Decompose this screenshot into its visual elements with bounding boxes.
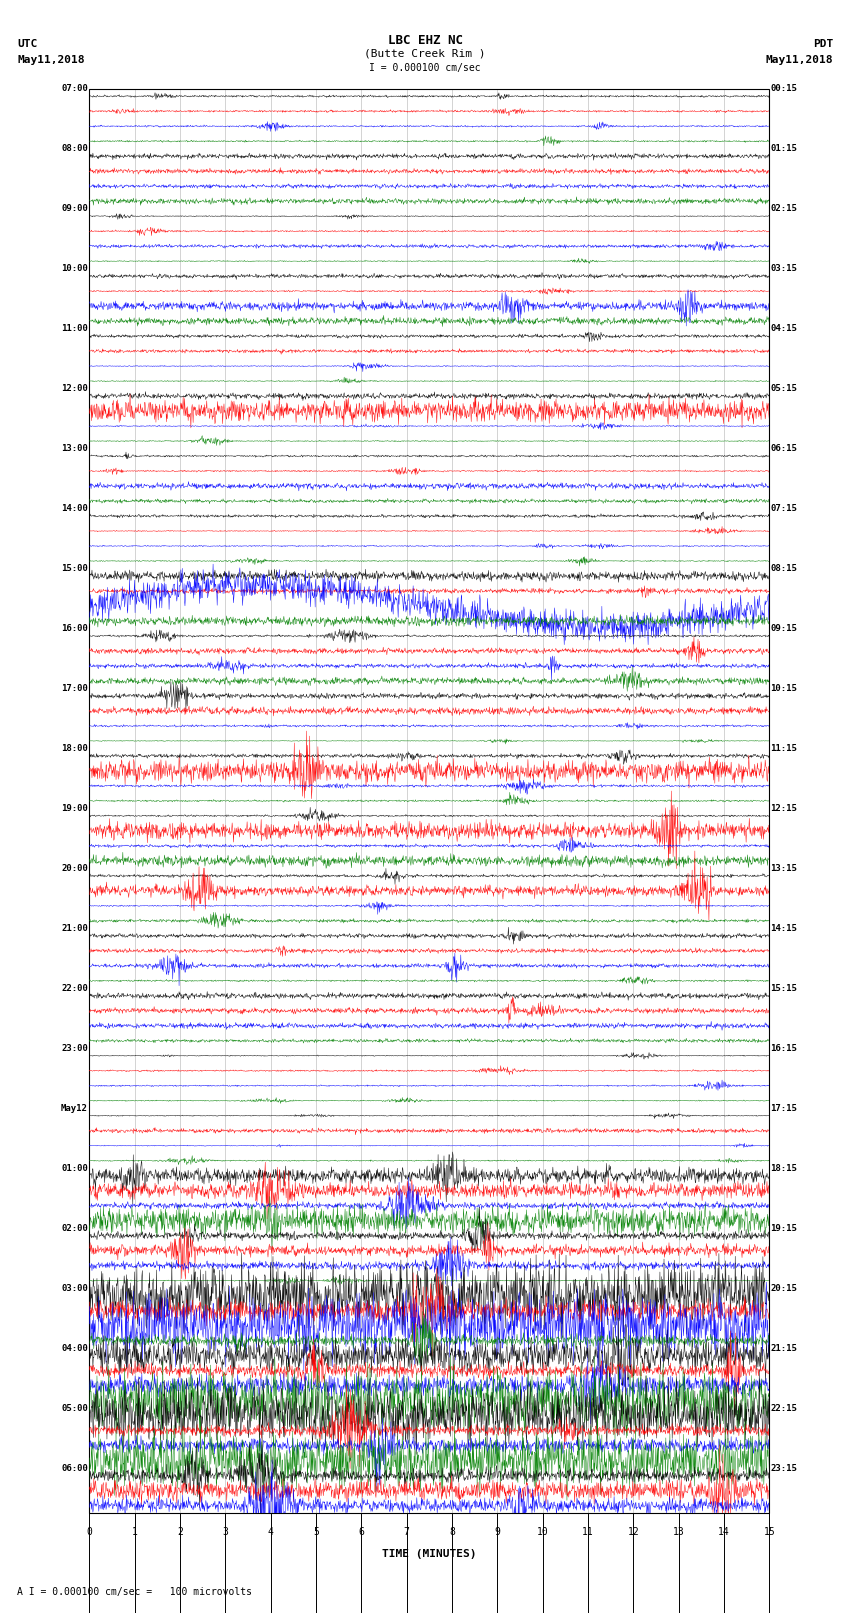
Text: 2: 2 xyxy=(177,1528,183,1537)
Text: 19:15: 19:15 xyxy=(771,1224,797,1232)
Text: May11,2018: May11,2018 xyxy=(17,55,84,65)
Text: 21:15: 21:15 xyxy=(771,1344,797,1353)
Text: 21:00: 21:00 xyxy=(61,924,88,932)
Text: 0: 0 xyxy=(87,1528,92,1537)
Text: 15:00: 15:00 xyxy=(61,565,88,573)
Text: 10:00: 10:00 xyxy=(61,265,88,273)
Text: 13:00: 13:00 xyxy=(61,444,88,453)
Text: 07:15: 07:15 xyxy=(771,503,797,513)
Text: 10:15: 10:15 xyxy=(771,684,797,694)
Text: 11: 11 xyxy=(582,1528,594,1537)
Text: 08:00: 08:00 xyxy=(61,144,88,153)
Text: LBC EHZ NC: LBC EHZ NC xyxy=(388,34,462,47)
Text: 18:00: 18:00 xyxy=(61,744,88,753)
Text: UTC: UTC xyxy=(17,39,37,48)
Text: 04:00: 04:00 xyxy=(61,1344,88,1353)
Text: (Butte Creek Rim ): (Butte Creek Rim ) xyxy=(365,48,485,58)
Bar xyxy=(89,89,769,1513)
Text: PDT: PDT xyxy=(813,39,833,48)
Text: 13: 13 xyxy=(672,1528,684,1537)
Text: 23:00: 23:00 xyxy=(61,1044,88,1053)
Text: 02:00: 02:00 xyxy=(61,1224,88,1232)
Text: 14:15: 14:15 xyxy=(771,924,797,932)
Text: 08:15: 08:15 xyxy=(771,565,797,573)
Text: 02:15: 02:15 xyxy=(771,205,797,213)
Text: 05:15: 05:15 xyxy=(771,384,797,394)
Text: 01:15: 01:15 xyxy=(771,144,797,153)
Text: 17:15: 17:15 xyxy=(771,1103,797,1113)
Text: 06:00: 06:00 xyxy=(61,1463,88,1473)
Text: 00:15: 00:15 xyxy=(771,84,797,94)
Text: 20:15: 20:15 xyxy=(771,1284,797,1292)
Text: 09:15: 09:15 xyxy=(771,624,797,632)
Text: 03:00: 03:00 xyxy=(61,1284,88,1292)
Text: 11:00: 11:00 xyxy=(61,324,88,334)
Text: 05:00: 05:00 xyxy=(61,1403,88,1413)
Text: 03:15: 03:15 xyxy=(771,265,797,273)
Text: 22:00: 22:00 xyxy=(61,984,88,992)
Text: 9: 9 xyxy=(495,1528,500,1537)
Text: 10: 10 xyxy=(536,1528,548,1537)
Text: 16:00: 16:00 xyxy=(61,624,88,632)
Text: 20:00: 20:00 xyxy=(61,865,88,873)
Text: May12: May12 xyxy=(61,1103,88,1113)
Text: 19:00: 19:00 xyxy=(61,803,88,813)
Text: 12:15: 12:15 xyxy=(771,803,797,813)
Text: 15:15: 15:15 xyxy=(771,984,797,992)
Text: 6: 6 xyxy=(359,1528,364,1537)
Text: 4: 4 xyxy=(268,1528,274,1537)
Text: 5: 5 xyxy=(313,1528,319,1537)
Text: 1: 1 xyxy=(132,1528,138,1537)
Text: TIME (MINUTES): TIME (MINUTES) xyxy=(382,1548,477,1558)
Text: 3: 3 xyxy=(223,1528,228,1537)
Text: 15: 15 xyxy=(763,1528,775,1537)
Text: 12:00: 12:00 xyxy=(61,384,88,394)
Text: 8: 8 xyxy=(449,1528,455,1537)
Text: 12: 12 xyxy=(627,1528,639,1537)
Text: 13:15: 13:15 xyxy=(771,865,797,873)
Text: A I = 0.000100 cm/sec =   100 microvolts: A I = 0.000100 cm/sec = 100 microvolts xyxy=(17,1587,252,1597)
Text: 18:15: 18:15 xyxy=(771,1163,797,1173)
Text: I = 0.000100 cm/sec: I = 0.000100 cm/sec xyxy=(369,63,481,73)
Text: 23:15: 23:15 xyxy=(771,1463,797,1473)
Text: 09:00: 09:00 xyxy=(61,205,88,213)
Text: 17:00: 17:00 xyxy=(61,684,88,694)
Text: 14:00: 14:00 xyxy=(61,503,88,513)
Text: 22:15: 22:15 xyxy=(771,1403,797,1413)
Text: 11:15: 11:15 xyxy=(771,744,797,753)
Text: 07:00: 07:00 xyxy=(61,84,88,94)
Text: 06:15: 06:15 xyxy=(771,444,797,453)
Text: May11,2018: May11,2018 xyxy=(766,55,833,65)
Text: 04:15: 04:15 xyxy=(771,324,797,334)
Text: 14: 14 xyxy=(718,1528,730,1537)
Text: 7: 7 xyxy=(404,1528,410,1537)
Text: 01:00: 01:00 xyxy=(61,1163,88,1173)
Text: 16:15: 16:15 xyxy=(771,1044,797,1053)
